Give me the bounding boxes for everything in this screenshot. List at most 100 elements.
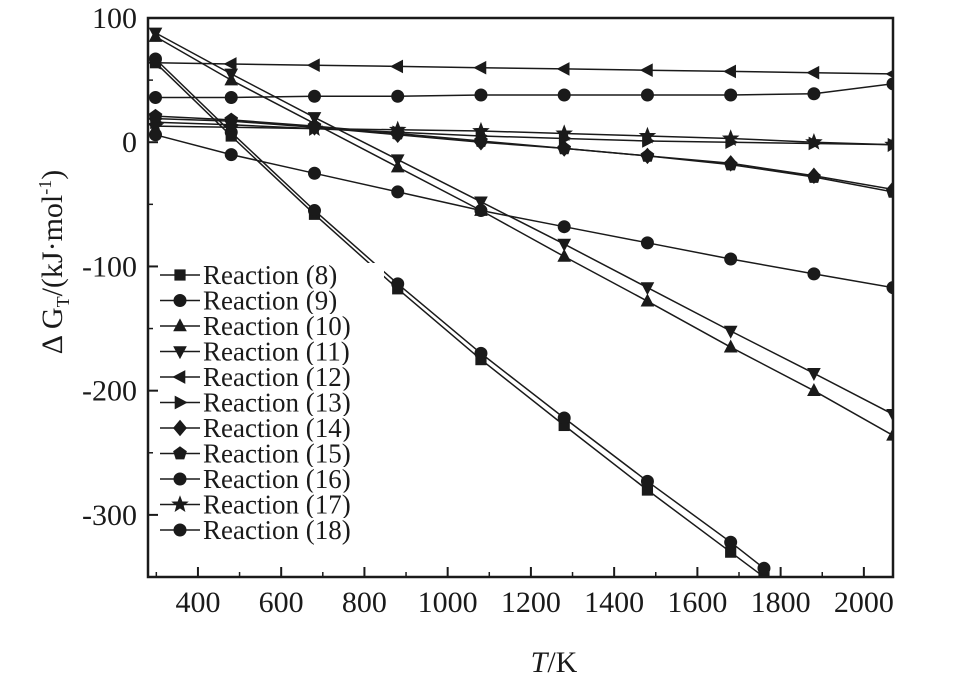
legend-label-reaction-9: Reaction (9) <box>203 286 337 316</box>
x-tick-label: 1600 <box>667 586 727 619</box>
data-point-reaction-16 <box>307 89 321 103</box>
data-point-reaction-9 <box>557 411 571 425</box>
data-point-reaction-15 <box>723 157 738 171</box>
data-point-reaction-15 <box>886 184 893 198</box>
x-tick-label: 1200 <box>501 586 561 619</box>
data-point-reaction-17 <box>638 126 657 144</box>
data-point-reaction-11 <box>886 408 893 422</box>
data-point-reaction-9 <box>640 474 654 488</box>
data-point-reaction-16 <box>557 88 571 102</box>
data-point-reaction-12 <box>556 62 570 76</box>
legend-marker-reaction-18 <box>173 523 187 537</box>
data-point-reaction-17 <box>305 119 324 137</box>
series-line-reaction-10 <box>155 35 893 437</box>
legend-label-reaction-14: Reaction (14) <box>203 413 351 443</box>
data-point-reaction-9 <box>757 561 771 575</box>
data-point-reaction-16 <box>474 88 488 102</box>
data-point-reaction-10 <box>640 293 655 307</box>
data-point-reaction-9 <box>724 535 738 549</box>
data-point-reaction-11 <box>557 238 572 252</box>
data-point-reaction-11 <box>224 68 239 82</box>
data-point-reaction-12 <box>723 64 736 79</box>
legend-marker-reaction-9 <box>173 294 187 307</box>
data-point-reaction-18 <box>886 281 893 295</box>
data-point-reaction-18 <box>224 148 238 162</box>
data-point-reaction-18 <box>724 252 738 266</box>
y-axis-title-unit-superscript: -1 <box>35 180 55 195</box>
legend-label-reaction-13: Reaction (13) <box>203 388 351 418</box>
series-line-reaction-15 <box>155 115 893 193</box>
data-point-reaction-9 <box>474 346 488 360</box>
data-point-reaction-16 <box>148 91 162 105</box>
data-point-reaction-10 <box>557 248 572 262</box>
legend-marker-reaction-13 <box>174 395 188 410</box>
series-line-reaction-13 <box>155 121 893 146</box>
data-point-reaction-12 <box>473 60 487 75</box>
data-point-reaction-17 <box>884 135 893 153</box>
data-point-reaction-11 <box>474 196 488 210</box>
x-axis-title-variable: T <box>531 646 550 679</box>
data-point-reaction-18 <box>807 267 821 281</box>
y-axis-tick-labels: 100 0 -100 -200 -300 <box>82 2 137 532</box>
legend: Reaction (8)Reaction (9)Reaction (10) Rea… <box>158 260 384 545</box>
legend-marker-reaction-11 <box>173 346 187 360</box>
plot-frame <box>146 16 895 579</box>
x-tick-label: 600 <box>259 586 304 619</box>
data-point-reaction-17 <box>472 121 490 139</box>
data-point-reaction-17 <box>555 124 573 141</box>
data-point-reaction-11 <box>307 112 322 126</box>
data-point-reaction-11 <box>640 282 655 296</box>
y-tick-label: -100 <box>82 250 137 283</box>
data-point-reaction-16 <box>807 87 821 101</box>
data-point-reaction-12 <box>639 63 653 78</box>
data-point-reaction-12 <box>306 58 320 73</box>
series-line-reaction-17 <box>155 125 893 146</box>
data-point-reaction-15 <box>640 148 655 162</box>
x-tick-label: 400 <box>175 586 220 619</box>
data-point-reaction-18 <box>640 236 654 250</box>
data-point-reaction-17 <box>721 129 740 146</box>
plot-lines <box>154 32 893 577</box>
data-point-reaction-11 <box>723 325 738 339</box>
legend-label-reaction-12: Reaction (12) <box>203 362 351 392</box>
data-point-reaction-18 <box>474 204 488 218</box>
series-line-reaction-18 <box>155 134 893 289</box>
data-point-reaction-16 <box>886 77 893 91</box>
y-axis-title: Δ GT/(kJ·mol-1) <box>35 170 73 354</box>
legend-marker-reaction-15 <box>173 446 187 460</box>
y-tick-label: -300 <box>82 499 137 532</box>
legend-label-reaction-18: Reaction (18) <box>203 515 351 545</box>
data-point-reaction-16 <box>640 88 654 102</box>
x-tick-label: 1800 <box>751 586 811 619</box>
legend-label-reaction-10: Reaction (10) <box>203 311 351 341</box>
legend-marker-reaction-12 <box>172 370 186 384</box>
data-point-reaction-12 <box>806 65 820 80</box>
axis-ticks <box>148 17 865 578</box>
y-axis-title-symbol: Δ G <box>36 307 69 354</box>
data-point-reaction-12 <box>148 55 161 70</box>
legend-label-reaction-15: Reaction (15) <box>203 439 351 469</box>
series-line-reaction-12 <box>155 61 893 75</box>
data-point-reaction-16 <box>224 91 238 105</box>
x-axis-title: T/K <box>531 646 578 679</box>
data-point-reaction-12 <box>223 57 237 71</box>
data-point-reaction-11 <box>807 367 821 381</box>
data-point-reaction-18 <box>557 220 571 234</box>
series-line-reaction-14 <box>155 117 893 191</box>
x-axis-tick-labels: 400 600 800 1000 1200 1400 1600 1800 2000 <box>175 586 893 619</box>
data-point-reaction-15 <box>807 169 821 183</box>
series-line-reaction-16 <box>155 83 893 99</box>
legend-label-reaction-8: Reaction (8) <box>203 260 337 290</box>
data-point-reaction-16 <box>391 89 405 103</box>
legend-marker-reaction-10 <box>173 318 187 332</box>
data-point-reaction-17 <box>222 118 241 135</box>
legend-marker-reaction-8 <box>174 269 186 281</box>
data-point-reaction-11 <box>390 154 405 168</box>
x-tick-label: 1400 <box>584 586 644 619</box>
data-point-reaction-18 <box>148 128 162 142</box>
y-axis-title-subscript: T <box>53 296 73 307</box>
plot-markers <box>148 27 893 577</box>
data-point-reaction-12 <box>390 59 404 74</box>
legend-label-reaction-16: Reaction (16) <box>203 464 351 494</box>
